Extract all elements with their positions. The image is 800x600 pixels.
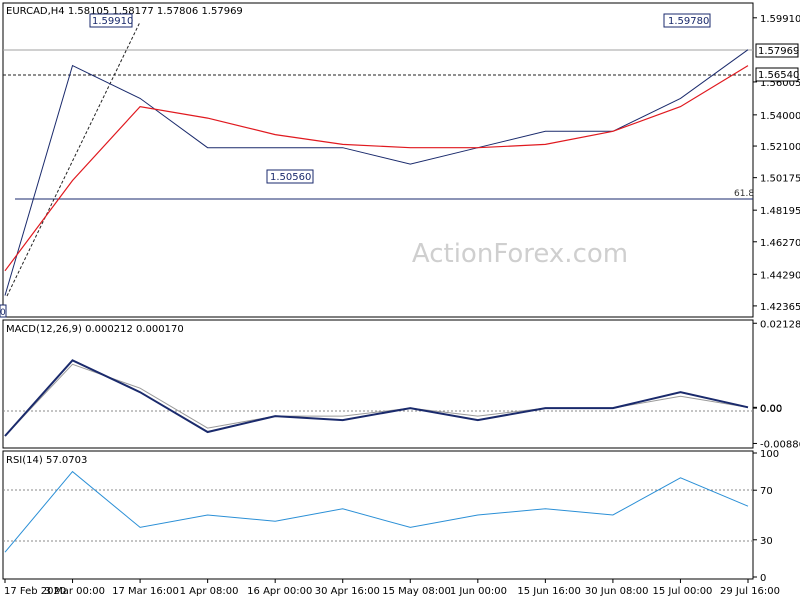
x-tick-label: 29 Jul 16:00 (720, 586, 780, 597)
y-tick-label: 1.44290 (760, 270, 800, 281)
macd-axis: 0.0212860.000.00-0.008863 (753, 319, 800, 450)
x-tick-label: 17 Mar 16:00 (112, 586, 179, 597)
x-tick-label: 16 Apr 00:00 (247, 586, 312, 597)
y-tick-label: 30 (760, 536, 773, 547)
hline-price-box (755, 67, 799, 82)
x-tick-label: 15 Jul 00:00 (652, 586, 712, 597)
x-tick-label: 3 Mar 00:00 (45, 586, 105, 597)
macd-signal-series (4, 363, 749, 437)
rsi-panel-title: RSI(14) 57.0703 (6, 455, 87, 466)
annotation-high-1-59910: 1.59910 (89, 13, 133, 28)
x-tick-label: 30 Jun 08:00 (585, 586, 649, 597)
y-tick-label: 0.00 (760, 403, 782, 414)
macd-series (4, 359, 749, 437)
price-panel-title: EURCAD,H4 1.58105 1.58177 1.57806 1.5796… (6, 6, 243, 17)
rsi-axis: 100 70 30 0 (753, 449, 779, 584)
moving-average-series (4, 65, 749, 272)
annotation-low-1-50560: 1.50560 (266, 169, 314, 184)
rsi-panel-frame (2, 450, 754, 580)
annotation-label: 0 (0, 308, 6, 318)
y-tick-label: -0.008863 (760, 439, 800, 450)
macd-panel-frame (2, 319, 754, 449)
price-panel-frame (2, 2, 754, 318)
watermark: ActionForex.com (412, 239, 628, 269)
annotation-label: 1.59780 (668, 16, 709, 27)
rsi-series (4, 470, 749, 553)
x-tick-label: 30 Apr 16:00 (315, 586, 380, 597)
y-tick-label: 1.46270 (760, 238, 800, 249)
x-tick-label: 15 Jun 16:00 (517, 586, 581, 597)
annotation-start-marker: 0 (0, 304, 7, 318)
macd-panel-title: MACD(12,26,9) 0.000212 0.000170 (6, 324, 184, 335)
price-series (4, 49, 749, 296)
y-tick-label: 0.00 (760, 404, 782, 415)
x-tick-label: 17 Feb 2020 (4, 586, 66, 597)
y-tick-label: 0.021286 (760, 319, 800, 330)
y-tick-label: 1.59910 (760, 14, 800, 25)
x-tick-label: 1 Apr 08:00 (180, 586, 239, 597)
y-tick-label: 1.42365 (760, 302, 800, 313)
y-tick-label: 100 (760, 449, 779, 460)
current-price-box (755, 43, 799, 58)
y-tick-label: 0 (760, 573, 766, 584)
current-price-label: 1.57969 (758, 46, 799, 57)
annotation-label: 1.50560 (270, 172, 311, 183)
y-tick-label: 1.50175 (760, 174, 800, 185)
annotation-high-1-59780: 1.59780 (663, 13, 711, 28)
x-tick-label: 15 May 08:00 (382, 586, 451, 597)
y-tick-label: 1.52100 (760, 142, 800, 153)
x-tick-label: 1 Jun 00:00 (450, 586, 507, 597)
price-axis: 1.59910 1.56005 1.54000 1.52100 1.50175 1.481… (753, 14, 800, 313)
fib-label: 61.8 (734, 189, 754, 199)
y-tick-label: 1.54000 (760, 111, 800, 122)
hline-price-label: 1.56540 (758, 70, 799, 81)
y-tick-label: 70 (760, 486, 773, 497)
annotation-label: 1.59910 (92, 16, 133, 27)
y-tick-label: 1.56005 (760, 78, 800, 89)
y-tick-label: 1.48195 (760, 206, 800, 217)
trend-line (6, 21, 141, 297)
